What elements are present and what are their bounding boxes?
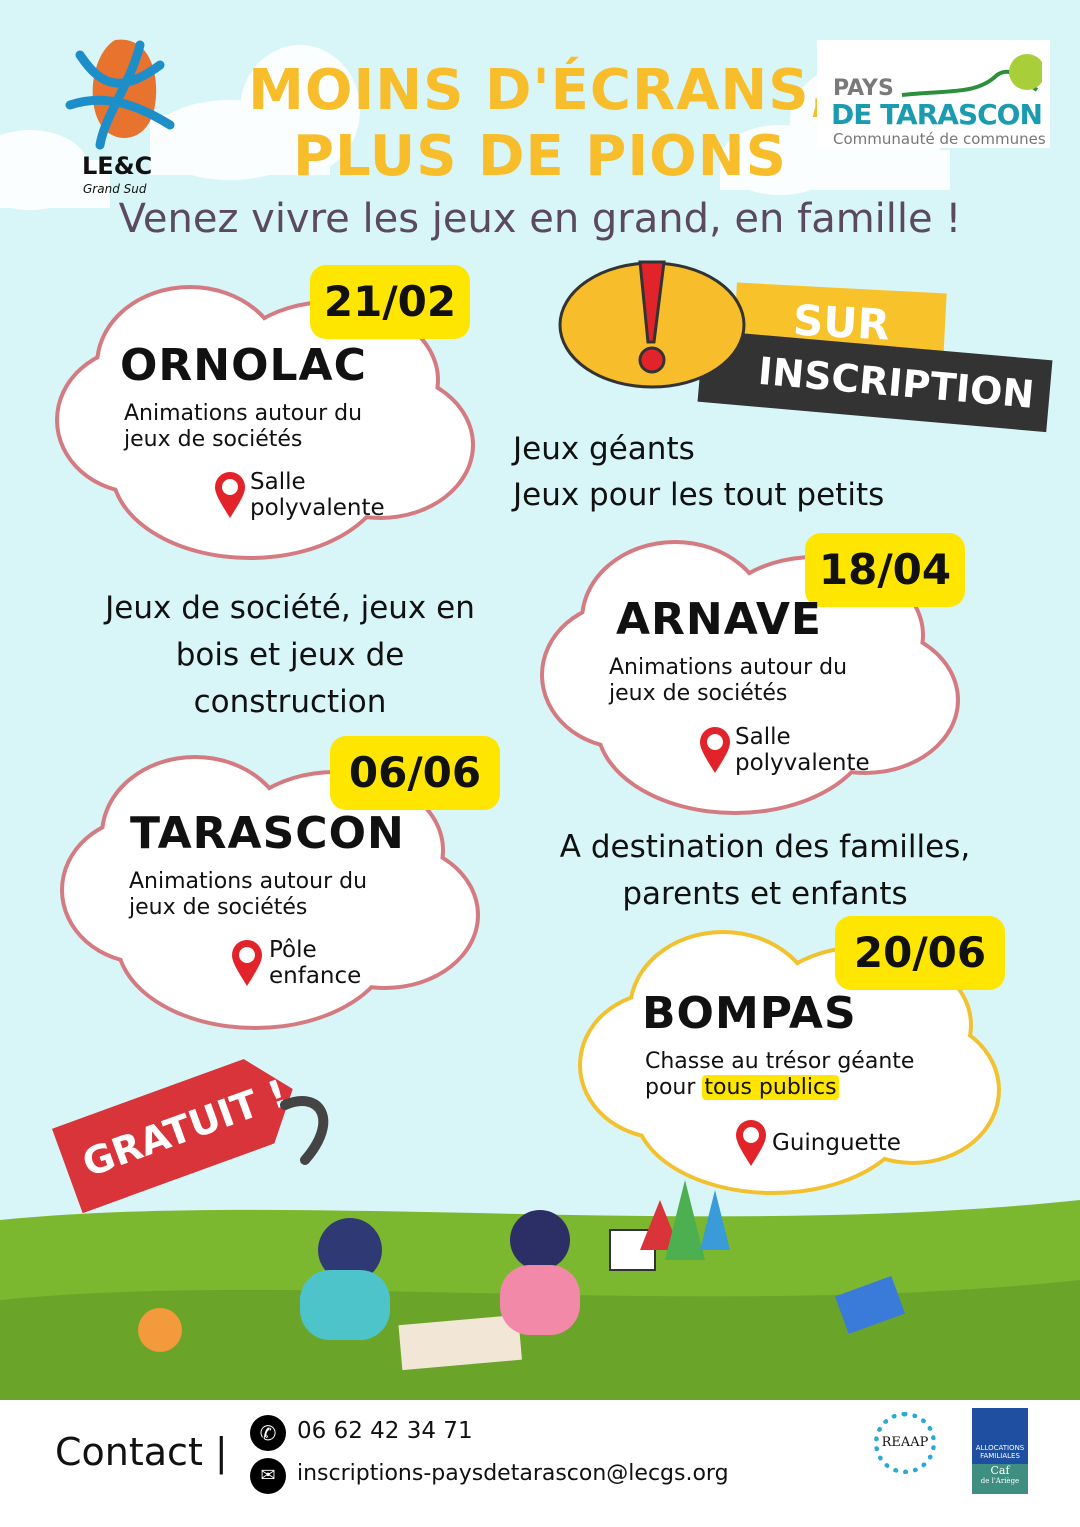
event-place: enfance [269, 963, 362, 989]
grass-illustration [0, 1180, 1080, 1402]
highlight-all-publics: tous publics [702, 1075, 839, 1100]
location-pin-icon [700, 727, 730, 773]
event-cloud-bompas [578, 930, 1001, 1195]
title-line2: PLUS DE PIONS [293, 124, 787, 189]
event-desc: Chasse au trésor géante [645, 1049, 915, 1074]
text-society-2: bois et jeux de [175, 637, 405, 673]
text-giant-games: Jeux géants [513, 431, 695, 467]
event-desc: pour tous publics [645, 1075, 839, 1100]
event-date-bompas: 20/06 [835, 916, 1005, 990]
caf-logo: ALLOCATIONS FAMILIALES Caf de l'Ariège [972, 1408, 1028, 1494]
location-pin-icon [232, 940, 262, 986]
lec-logo-sub: Grand Sud [83, 182, 147, 196]
phone-number[interactable]: 06 62 42 34 71 [297, 1418, 473, 1444]
event-desc: Animations autour du [129, 869, 368, 894]
lec-logo [60, 35, 175, 155]
event-place: Salle [250, 469, 306, 495]
event-city-ornolac: ORNOLAC [120, 340, 367, 391]
event-cloud-ornolac [55, 285, 475, 560]
event-date-arnave: 18/04 [805, 533, 965, 607]
event-place: polyvalente [735, 750, 870, 776]
event-desc: Animations autour du [124, 401, 363, 426]
event-place: polyvalente [250, 495, 385, 521]
text-small-games: Jeux pour les tout petits [513, 477, 885, 513]
subtitle: Venez vivre les jeux en grand, en famill… [118, 196, 962, 242]
contact-label: Contact | [55, 1430, 228, 1474]
event-city-tarascon: TARASCON [130, 808, 405, 859]
reaap-logo: REAAP [860, 1408, 950, 1503]
email-icon: ✉ [250, 1458, 286, 1494]
event-city-bompas: BOMPAS [642, 988, 857, 1039]
lec-logo-name: LE&C [82, 152, 153, 180]
event-cloud-tarascon [60, 755, 480, 1030]
location-pin-icon [215, 472, 245, 518]
text-society-1: Jeux de société, jeux en [105, 590, 475, 626]
event-city-arnave: ARNAVE [616, 594, 822, 645]
pays-de-tarascon-logo: PAYS DE TARASCON Communauté de communes [817, 40, 1050, 148]
footer: Contact | ✆ 06 62 42 34 71 ✉ inscription… [0, 1400, 1080, 1527]
title-line1: MOINS D'ÉCRANS, [248, 58, 832, 123]
tag-string [280, 1096, 329, 1165]
event-desc: jeux de sociétés [124, 427, 303, 452]
event-place: Pôle [269, 937, 317, 963]
phone-icon: ✆ [250, 1415, 286, 1451]
location-pin-icon [736, 1120, 766, 1166]
exclamation-icon [558, 260, 746, 389]
event-desc: Animations autour du [609, 655, 848, 680]
event-date-tarascon: 06/06 [330, 736, 500, 810]
event-place: Guinguette [772, 1130, 901, 1156]
text-destination-2: parents et enfants [622, 876, 908, 912]
event-desc: jeux de sociétés [609, 681, 788, 706]
text-destination-1: A destination des familles, [559, 829, 971, 865]
event-desc: jeux de sociétés [129, 895, 308, 920]
text-society-3: construction [193, 684, 387, 720]
event-place: Salle [735, 724, 791, 750]
email-address[interactable]: inscriptions-paysdetarascon@lecgs.org [297, 1461, 729, 1486]
event-date-ornolac: 21/02 [310, 265, 470, 339]
